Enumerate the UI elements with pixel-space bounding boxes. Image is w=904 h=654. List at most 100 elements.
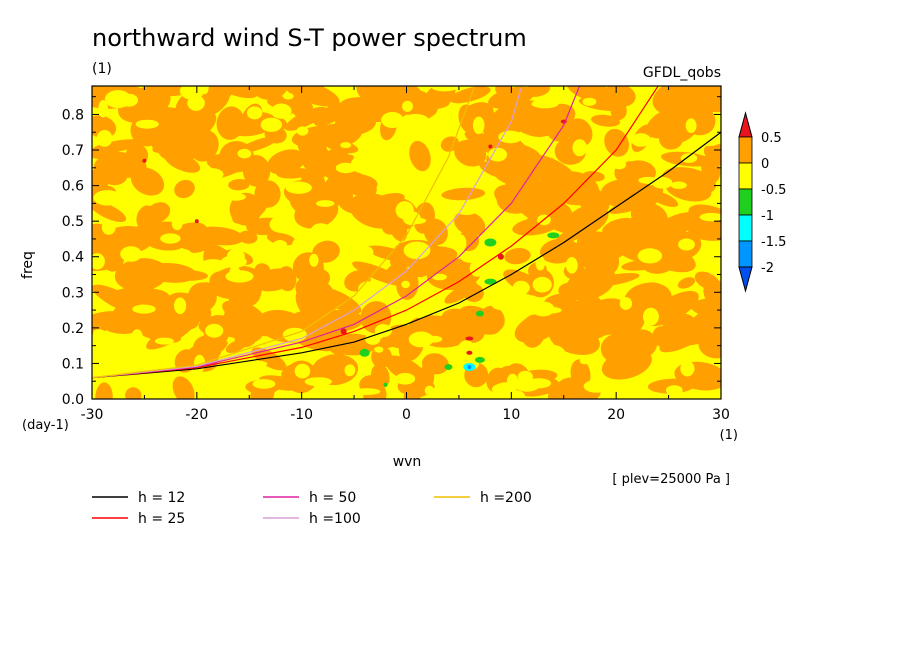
heatmap-blob <box>130 351 152 365</box>
heatmap-blob <box>96 130 113 147</box>
heatmap-patch <box>194 219 199 224</box>
y-tick-label: 0.4 <box>62 250 84 266</box>
heatmap-blob <box>136 111 183 143</box>
heatmap-blob <box>276 168 312 179</box>
heatmap-blob <box>381 220 399 235</box>
heatmap-blob <box>273 240 287 250</box>
heatmap-blob <box>642 307 659 326</box>
heatmap-blob <box>174 179 195 199</box>
x-tick-label: -10 <box>290 407 313 423</box>
y-tick-label: 0.5 <box>62 214 84 230</box>
heatmap-blob <box>404 173 421 185</box>
heatmap-blob <box>432 273 447 281</box>
heatmap-blob <box>237 148 252 159</box>
heatmap-blob <box>285 181 312 194</box>
heatmap-blob <box>408 331 434 348</box>
chart-title: northward wind S-T power spectrum <box>92 24 527 52</box>
x-tick-label: -20 <box>185 407 208 423</box>
heatmap-blob <box>402 114 413 125</box>
y-tick-label: 0.8 <box>62 107 84 123</box>
x-tick-label: 0 <box>402 407 411 423</box>
heatmap-blob <box>338 200 361 214</box>
heatmap-blob <box>678 238 695 251</box>
heatmap-blob <box>284 106 327 131</box>
heatmap-blob <box>384 355 427 384</box>
heatmap-blob <box>690 298 721 317</box>
heatmap-patch <box>475 310 484 317</box>
y-tick-label: 0.3 <box>62 285 84 301</box>
heatmap-patch <box>484 278 497 285</box>
series-line <box>92 86 581 379</box>
heatmap-blob <box>460 102 494 129</box>
heatmap-blob <box>631 133 651 147</box>
heatmap-blob <box>491 392 503 399</box>
heatmap-blob <box>583 379 609 393</box>
heatmap-blob <box>371 363 390 389</box>
x-tick-label: 30 <box>712 407 730 423</box>
heatmap-blob <box>294 363 311 379</box>
heatmap-blob <box>604 86 636 107</box>
heatmap-blob <box>200 259 225 271</box>
x-axis-unit: (1) <box>720 428 738 443</box>
heatmap-blob <box>352 261 406 287</box>
heatmap-blob <box>289 196 327 222</box>
plot-area <box>91 85 722 400</box>
colorbar-label: -1.5 <box>761 235 786 250</box>
heatmap-patch <box>467 365 472 369</box>
heatmap-blob <box>101 220 116 235</box>
heatmap-blob <box>453 200 480 215</box>
heatmap-blob <box>703 143 721 167</box>
colorbar-segment <box>738 214 753 242</box>
heatmap-patch <box>466 350 473 355</box>
y-tick-label: 0.1 <box>62 356 84 372</box>
heatmap-blob <box>125 387 142 399</box>
heatmap-blob <box>98 100 109 118</box>
heatmap-blob <box>93 329 106 337</box>
heatmap-blob <box>455 387 467 399</box>
title-unit: (1) <box>92 61 112 77</box>
heatmap-blob <box>449 86 491 104</box>
heatmap-blob <box>694 271 720 291</box>
model-label: GFDL_qobs <box>643 65 721 81</box>
y-axis-label: freq <box>20 251 36 279</box>
heatmap-blob <box>344 364 356 377</box>
heatmap-blob <box>531 301 555 317</box>
x-axis: -30 -20 -10 0 10 20 30 <box>81 86 730 423</box>
colorbar-label: -0.5 <box>761 183 786 198</box>
heatmap-blob <box>360 86 398 98</box>
heatmap-blob <box>423 218 448 246</box>
heatmap-blob <box>310 269 331 288</box>
heatmap-blob <box>402 100 413 112</box>
heatmap-blob <box>436 180 457 191</box>
heatmap-blob <box>628 382 639 398</box>
heatmap-blob <box>331 264 342 275</box>
heatmap-blob <box>330 127 363 149</box>
heatmap-blob <box>92 351 111 361</box>
heatmap-patch <box>142 158 147 163</box>
heatmap-blob <box>172 314 197 327</box>
heatmap-blob <box>547 379 586 399</box>
heatmap-blob <box>225 193 246 201</box>
heatmap-blob <box>260 117 282 132</box>
x-tick-label: 10 <box>502 407 520 423</box>
heatmap-blob <box>504 247 531 265</box>
level-annotation: [ plev=25000 Pa ] <box>612 472 730 487</box>
heatmap-blob <box>565 257 578 274</box>
heatmap-blob <box>215 86 259 99</box>
heatmap-blob <box>565 265 616 301</box>
heatmap-blob <box>229 192 262 226</box>
heatmap-blob <box>243 360 268 368</box>
heatmap-blob <box>619 297 633 310</box>
heatmap-blob <box>612 160 627 170</box>
heatmap-blob <box>362 246 374 259</box>
heatmap-blob <box>582 97 597 106</box>
heatmap-blob <box>269 216 289 233</box>
heatmap-blob <box>498 130 523 144</box>
colorbar-label: -2 <box>761 261 774 276</box>
heatmap-blob <box>354 230 379 243</box>
heatmap-blob <box>535 255 546 271</box>
heatmap-blob <box>455 234 467 252</box>
colorbar-segment <box>738 240 753 268</box>
x-axis-label: wvn <box>393 454 422 470</box>
series-line <box>92 131 721 379</box>
